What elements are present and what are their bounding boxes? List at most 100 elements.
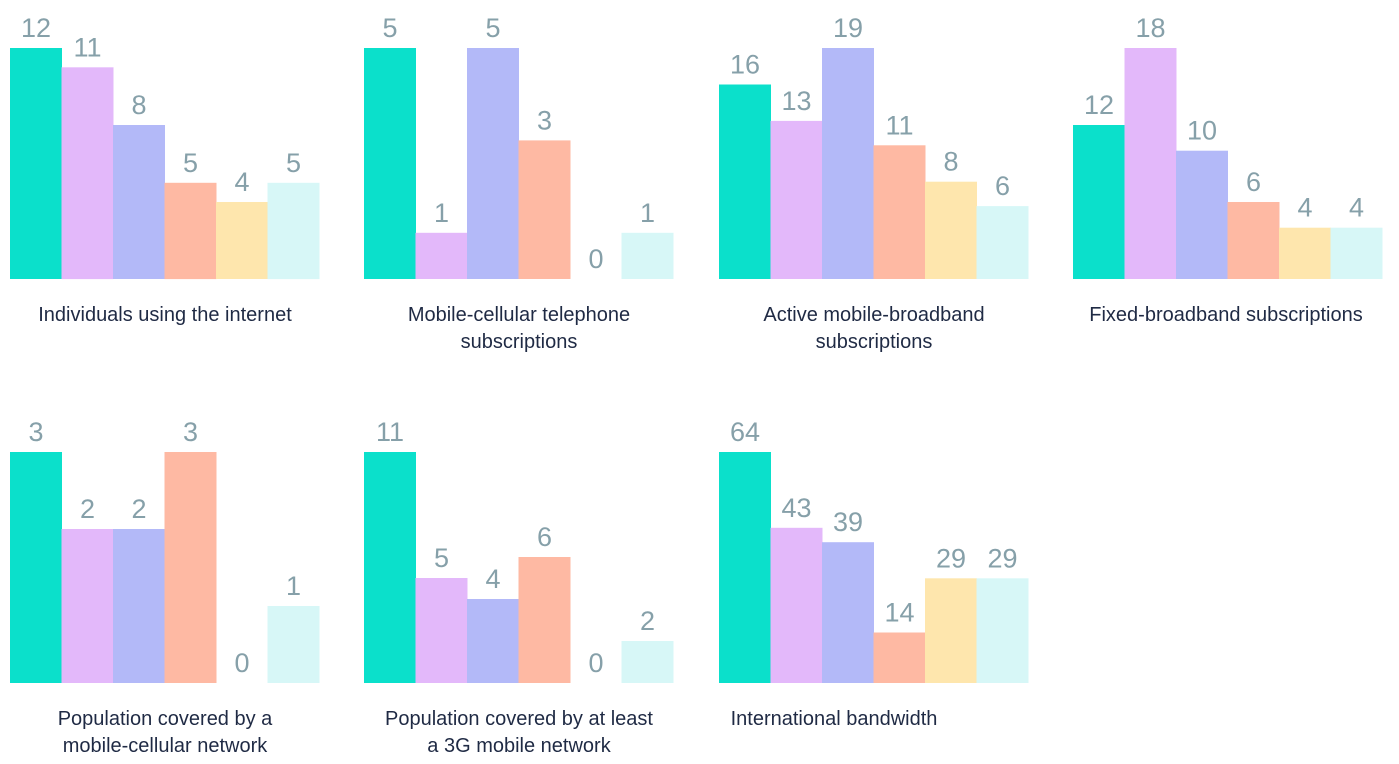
value-label-chart-2-6: 1 bbox=[640, 198, 655, 228]
bar-chart-6-3 bbox=[467, 599, 519, 683]
value-label-chart-7-1: 64 bbox=[730, 417, 760, 447]
bar-chart-5-6 bbox=[267, 606, 320, 683]
chart-panel-1: 12 11 8 5 4 5 Individuals using the internet bbox=[10, 0, 340, 360]
bar-chart-5-2 bbox=[61, 529, 114, 683]
bar-chart-3-1 bbox=[719, 84, 771, 279]
chart-5-svg: 3 2 2 3 0 1 bbox=[10, 417, 320, 683]
value-label-chart-1-2: 11 bbox=[73, 32, 101, 62]
bar-chart-4-2 bbox=[1124, 48, 1177, 279]
value-label-chart-2-5: 0 bbox=[588, 244, 603, 274]
value-label-chart-1-5: 4 bbox=[234, 167, 249, 197]
bar-chart-7-5 bbox=[925, 578, 977, 683]
chart-6-svg: 11 5 4 6 0 2 bbox=[364, 417, 674, 683]
value-label-chart-1-1: 12 bbox=[21, 13, 51, 43]
bar-chart-7-6 bbox=[976, 578, 1029, 683]
bar-chart-6-2 bbox=[415, 578, 468, 683]
chart-4-svg: 12 18 10 6 4 4 bbox=[1073, 13, 1383, 279]
value-label-chart-5-1: 3 bbox=[28, 417, 43, 447]
chart-2-svg: 5 1 5 3 0 1 bbox=[364, 13, 674, 279]
bar-chart-2-3 bbox=[467, 48, 519, 279]
bar-chart-1-6 bbox=[267, 182, 320, 280]
value-label-chart-6-5: 0 bbox=[588, 648, 603, 678]
value-label-chart-2-3: 5 bbox=[485, 13, 500, 43]
value-label-chart-7-2: 43 bbox=[781, 493, 811, 523]
value-label-chart-6-2: 5 bbox=[434, 543, 449, 573]
chart-6-title: Population covered by at least a 3G mobi… bbox=[385, 708, 653, 757]
value-label-chart-6-3: 4 bbox=[485, 564, 500, 594]
bar-chart-4-3 bbox=[1176, 150, 1228, 279]
bar-chart-2-1 bbox=[364, 48, 416, 279]
value-label-chart-7-3: 39 bbox=[833, 507, 863, 537]
bar-chart-3-4 bbox=[873, 145, 926, 279]
chart-4-title: Fixed-broadband subscriptions bbox=[1089, 304, 1363, 326]
chart-5-title: Population covered by a mobile-cellular … bbox=[57, 708, 273, 757]
bar-chart-4-5 bbox=[1279, 227, 1331, 279]
chart-panel-5: 3 2 2 3 0 1 Population covered by a mobile-ce… bbox=[10, 404, 340, 764]
bar-chart-7-3 bbox=[822, 542, 874, 683]
bar-chart-3-2 bbox=[770, 120, 823, 280]
bar-chart-2-2 bbox=[415, 232, 468, 279]
bar-chart-5-1 bbox=[10, 452, 62, 683]
bar-chart-7-4 bbox=[873, 632, 926, 683]
bar-chart-7-2 bbox=[770, 527, 823, 683]
bar-chart-6-4 bbox=[518, 557, 571, 683]
bar-chart-3-5 bbox=[925, 181, 977, 279]
value-label-chart-5-4: 3 bbox=[183, 417, 198, 447]
value-label-chart-5-2: 2 bbox=[80, 494, 95, 524]
chart-panel-4: 12 18 10 6 4 4 Fixed-broadband subscriptions bbox=[1073, 0, 1399, 360]
value-label-chart-2-2: 1 bbox=[434, 198, 449, 228]
chart-7-title: International bandwidth bbox=[730, 708, 938, 730]
bar-chart-1-2 bbox=[61, 67, 114, 280]
value-label-chart-4-3: 10 bbox=[1187, 116, 1217, 146]
value-label-chart-4-1: 12 bbox=[1084, 90, 1114, 120]
value-label-chart-3-5: 8 bbox=[943, 147, 958, 177]
value-label-chart-6-4: 6 bbox=[537, 522, 552, 552]
value-label-chart-7-4: 14 bbox=[884, 598, 914, 628]
bar-chart-4-4 bbox=[1227, 202, 1280, 279]
chart-panel-6: 11 5 4 6 0 2 Population covered by at least a… bbox=[364, 404, 694, 764]
bar-chart-1-1 bbox=[10, 48, 62, 279]
chart-panel-3: 16 13 19 11 8 6 Active mobile-broadband subsc… bbox=[719, 0, 1049, 360]
bar-chart-1-3 bbox=[113, 125, 165, 279]
bar-chart-1-5 bbox=[216, 202, 268, 279]
value-label-chart-5-5: 0 bbox=[234, 648, 249, 678]
value-label-chart-5-3: 2 bbox=[131, 494, 146, 524]
value-label-chart-6-6: 2 bbox=[640, 606, 655, 636]
value-label-chart-3-3: 19 bbox=[833, 13, 863, 43]
chart-3-svg: 16 13 19 11 8 6 bbox=[719, 13, 1029, 280]
chart-2-title: Mobile-cellular telephone subscriptions bbox=[407, 304, 631, 353]
value-label-chart-1-3: 8 bbox=[131, 90, 146, 120]
value-label-chart-2-1: 5 bbox=[382, 13, 397, 43]
bar-chart-3-6 bbox=[976, 206, 1029, 279]
value-label-chart-3-1: 16 bbox=[730, 50, 760, 80]
value-label-chart-4-2: 18 bbox=[1135, 13, 1165, 43]
bar-chart-5-4 bbox=[164, 452, 217, 683]
bar-chart-4-6 bbox=[1330, 227, 1383, 279]
chart-panel-2: 5 1 5 3 0 1 Mobile-cellular telephone subscri… bbox=[364, 0, 694, 360]
value-label-chart-7-6: 29 bbox=[987, 543, 1017, 573]
value-label-chart-3-6: 6 bbox=[995, 171, 1010, 201]
bar-chart-3-3 bbox=[822, 48, 874, 279]
value-label-chart-4-5: 4 bbox=[1297, 193, 1312, 223]
value-label-chart-3-4: 11 bbox=[885, 110, 913, 140]
value-label-chart-4-4: 6 bbox=[1246, 167, 1261, 197]
bar-chart-4-1 bbox=[1073, 125, 1125, 279]
value-label-chart-4-6: 4 bbox=[1349, 193, 1364, 223]
bar-chart-7-1 bbox=[719, 452, 771, 683]
value-label-chart-3-2: 13 bbox=[781, 86, 811, 116]
chart-1-title: Individuals using the internet bbox=[38, 304, 292, 326]
bar-chart-1-4 bbox=[164, 182, 217, 280]
bar-chart-2-4 bbox=[518, 140, 571, 279]
chart-7-svg: 64 43 39 14 29 29 bbox=[719, 417, 1029, 683]
bar-chart-2-6 bbox=[621, 232, 674, 279]
value-label-chart-5-6: 1 bbox=[286, 571, 301, 601]
value-label-chart-2-4: 3 bbox=[537, 105, 552, 135]
value-label-chart-1-6: 5 bbox=[286, 148, 301, 178]
value-label-chart-6-1: 11 bbox=[376, 417, 404, 447]
bar-chart-6-6 bbox=[621, 641, 674, 683]
value-label-chart-1-4: 5 bbox=[183, 148, 198, 178]
chart-1-svg: 12 11 8 5 4 5 bbox=[10, 13, 320, 280]
value-label-chart-7-5: 29 bbox=[936, 543, 966, 573]
bar-chart-6-1 bbox=[364, 452, 416, 683]
